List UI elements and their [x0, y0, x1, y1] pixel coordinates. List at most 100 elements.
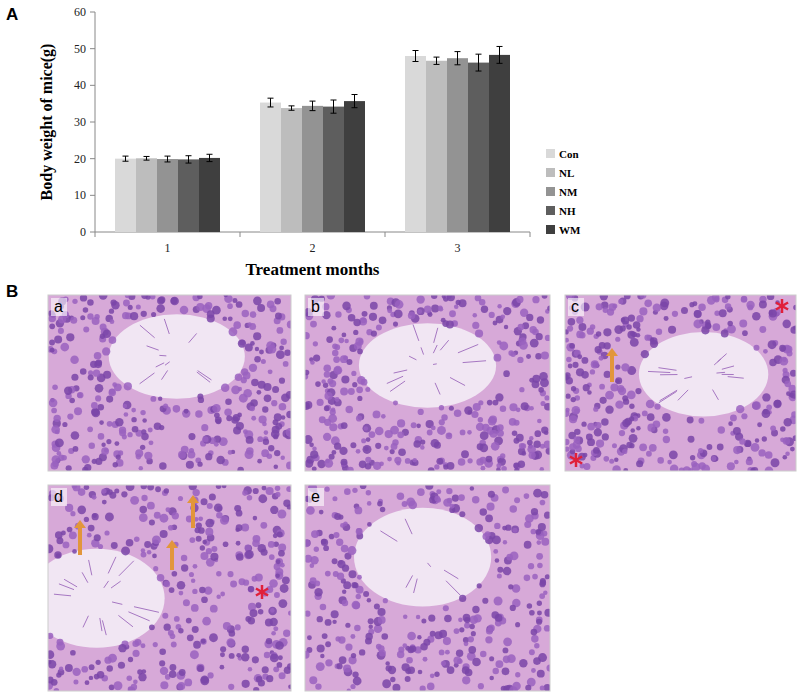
error-cap [331, 100, 337, 101]
nucleus [123, 300, 130, 307]
nucleus [340, 523, 345, 528]
nucleus [196, 664, 204, 672]
sperm-tail [100, 618, 102, 631]
nucleus [149, 440, 154, 445]
nucleus [369, 313, 377, 321]
nucleus [493, 321, 498, 326]
arrow [606, 348, 618, 382]
nucleus [310, 360, 315, 365]
nucleus [468, 636, 474, 642]
nucleus [591, 360, 599, 368]
nucleus [431, 426, 436, 431]
sperm-tail [409, 356, 416, 360]
nucleus [242, 646, 249, 653]
nucleus [407, 632, 416, 641]
nucleus [385, 661, 389, 665]
nucleus [538, 653, 547, 662]
x-tick-label: 2 [310, 241, 316, 255]
nucleus [478, 683, 484, 689]
nucleus [342, 302, 351, 311]
nucleus [126, 485, 135, 491]
nucleus [647, 413, 655, 421]
nucleus [220, 646, 226, 652]
nucleus [262, 666, 269, 673]
nucleus [627, 331, 635, 339]
nucleus [503, 567, 512, 576]
nucleus [111, 542, 118, 549]
nucleus [201, 596, 208, 603]
nucleus [502, 526, 507, 531]
sperm-tail [433, 345, 437, 353]
nucleus [417, 307, 425, 315]
nucleus [496, 463, 501, 468]
nucleus [305, 332, 310, 339]
nucleus [647, 424, 655, 432]
nucleus [501, 466, 507, 471]
arrow-shaft [170, 546, 174, 570]
nucleus [323, 545, 329, 551]
nucleus [482, 533, 489, 540]
nucleus [427, 683, 435, 691]
label-bg [568, 298, 584, 316]
nucleus [460, 430, 466, 436]
nucleus [545, 335, 550, 341]
nucleus [188, 433, 195, 440]
nucleus [624, 295, 631, 299]
sperm-tail [722, 374, 734, 375]
nucleus [571, 397, 576, 402]
nucleus [626, 324, 631, 329]
nucleus [313, 354, 320, 361]
nucleus [264, 652, 270, 658]
nucleus [475, 524, 483, 532]
nucleus [615, 400, 623, 408]
nucleus [447, 462, 455, 470]
nucleus [283, 361, 289, 367]
nucleus [467, 458, 472, 463]
nucleus [343, 664, 351, 672]
nucleus [331, 326, 336, 331]
nucleus [193, 641, 201, 649]
nucleus [746, 458, 753, 465]
nucleus [313, 341, 318, 346]
nucleus [486, 456, 493, 463]
nucleus [130, 312, 138, 320]
figure: AB0102030405060123Treatment monthsBody w… [0, 0, 800, 695]
nucleus [500, 405, 506, 411]
nucleus [157, 574, 165, 582]
nucleus [586, 433, 593, 440]
nucleus [236, 524, 243, 531]
nucleus [495, 614, 503, 622]
nucleus [321, 539, 328, 546]
nucleus [144, 541, 151, 548]
nucleus [537, 601, 542, 606]
nucleus [698, 448, 703, 453]
nucleus [519, 659, 527, 667]
nucleus [49, 340, 55, 346]
nucleus [136, 304, 141, 309]
nucleus [464, 641, 469, 646]
nucleus [443, 637, 451, 645]
nucleus [569, 343, 575, 349]
nucleus [569, 443, 576, 450]
nucleus [518, 324, 525, 331]
nucleus [718, 426, 725, 433]
sperm-tail [54, 594, 71, 596]
y-tick-label: 10 [74, 188, 86, 202]
nucleus [534, 643, 539, 648]
nucleus [230, 580, 237, 587]
nucleus [54, 551, 61, 558]
nucleus [348, 546, 357, 555]
nucleus [186, 618, 192, 624]
nucleus [488, 491, 495, 498]
nucleus [537, 610, 542, 615]
nucleus [310, 321, 317, 328]
nucleus [122, 312, 129, 319]
nucleus [263, 439, 269, 445]
nucleus [317, 644, 325, 652]
nucleus [109, 309, 114, 314]
sperm-tail [161, 370, 167, 379]
nucleus [184, 409, 189, 414]
nucleus [154, 423, 162, 431]
nucleus [62, 422, 67, 427]
nucleus [765, 451, 773, 459]
